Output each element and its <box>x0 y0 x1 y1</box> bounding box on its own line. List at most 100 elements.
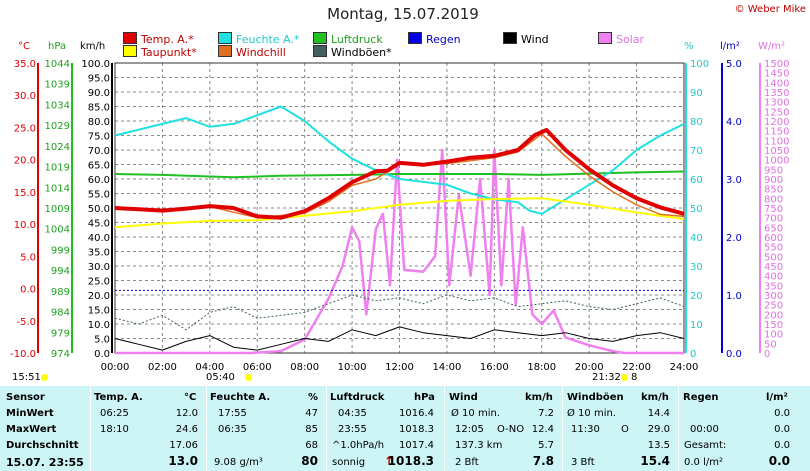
tick-label-time: 02:00 <box>148 362 177 373</box>
temp-current: 13.0 <box>168 454 198 468</box>
tick-label-hpa: 984 <box>51 308 70 319</box>
tick-label-celsius: 15.0 <box>14 188 36 199</box>
tick-label-rain: 0.0 <box>726 349 742 360</box>
rain-min: 0.0 <box>774 408 790 419</box>
summary-table: Sensor MinWert MaxWert Durchschnitt 15.0… <box>0 386 810 471</box>
tick-label-percent: 40 <box>690 233 703 244</box>
legend-item-solar: Solar <box>598 32 644 46</box>
tick-label-percent: 60 <box>690 175 703 186</box>
pressure-max-time: 23:55 <box>338 424 367 435</box>
tick-label-hpa: 989 <box>51 287 70 298</box>
tick-label-celsius: -5.0 <box>16 317 36 328</box>
humidity-avg: 68 <box>305 440 318 451</box>
tick-label-solar: 500 <box>764 252 783 263</box>
tick-label-kmh: 70.0 <box>88 146 110 157</box>
humidity-head: Feuchte A. <box>210 392 271 403</box>
tick-label-solar: 150 <box>764 320 783 331</box>
tick-label-kmh: 85.0 <box>88 103 110 114</box>
rain-unit: l/m² <box>766 392 788 403</box>
tick-label-time: 00:00 <box>101 362 130 373</box>
wind-max: 12.4 <box>531 424 554 435</box>
tick-label-time: 20:00 <box>575 362 604 373</box>
tick-label-kmh: 10.0 <box>88 320 110 331</box>
tick-label-solar: 800 <box>764 194 783 205</box>
tick-label-kmh: 15.0 <box>88 306 110 317</box>
tick-label-kmh: 20.0 <box>88 291 110 302</box>
tick-label-time: 06:00 <box>243 362 272 373</box>
tick-label-kmh: 60.0 <box>88 175 110 186</box>
tick-label-solar: 300 <box>764 291 783 302</box>
unit-hpa: hPa <box>48 41 67 52</box>
column-divider <box>444 386 445 471</box>
sun-icon <box>41 374 48 381</box>
tick-label-percent: 50 <box>690 204 703 215</box>
tick-label-hpa: 1034 <box>45 100 70 111</box>
column-divider <box>678 386 679 471</box>
humidity-max-time: 06:35 <box>218 424 247 435</box>
unit-solar: W/m² <box>758 41 786 52</box>
tick-label-solar: 1500 <box>764 59 789 70</box>
unit-percent: % <box>684 41 694 52</box>
gust-bft: 3 Bft <box>571 457 595 468</box>
column-divider <box>326 386 327 471</box>
tick-label-kmh: 50.0 <box>88 204 110 215</box>
wind-distance: 137.3 km <box>455 440 503 451</box>
weather-chart: 35.0 30.0 25.0 20.0 15.0 10.0 5.0 0.0 -5.0 -10.0 1… <box>10 59 789 373</box>
tick-label-time: 24:00 <box>670 362 699 373</box>
tick-label-solar: 1450 <box>764 69 789 80</box>
legend-swatch <box>218 32 232 44</box>
tick-label-solar: 900 <box>764 175 783 186</box>
unit-kmh: km/h <box>80 41 106 52</box>
wind-head: Wind <box>449 392 478 403</box>
temp-head: Temp. A. <box>94 392 143 403</box>
tick-label-kmh: 45.0 <box>88 219 110 230</box>
tick-label-celsius: 10.0 <box>14 220 36 231</box>
tick-label-celsius: 0.0 <box>20 285 36 296</box>
tick-label-hpa: 1024 <box>45 142 70 153</box>
gust-min-label: Ø 10 min. <box>567 408 616 419</box>
unit-celsius: °C <box>18 41 30 52</box>
legend-item-dewpoint: Taupunkt* <box>123 45 197 59</box>
tick-label-rain: 3.0 <box>726 175 742 186</box>
tick-label-solar: 1250 <box>764 107 789 118</box>
tick-label-solar: 700 <box>764 214 783 225</box>
label-max: MaxWert <box>6 424 57 435</box>
gust-head: Windböen <box>567 392 624 403</box>
rain-max: 0.0 <box>774 424 790 435</box>
rain-max-time: 00:00 <box>690 424 719 435</box>
tick-label-time: 12:00 <box>385 362 414 373</box>
rain-total: 0.0 <box>774 440 790 451</box>
tick-label-celsius: 30.0 <box>14 91 36 102</box>
pressure-current: 1018.3 <box>387 454 434 468</box>
legend-item-windchill: Windchill <box>218 45 286 59</box>
tick-label-percent: 20 <box>690 291 703 302</box>
pressure-min: 1016.4 <box>399 408 434 419</box>
tick-label-percent: 0 <box>690 349 696 360</box>
tick-label-kmh: 35.0 <box>88 248 110 259</box>
humidity-abs: 9.08 g/m³ <box>214 457 263 468</box>
temp-avg: 17.06 <box>169 440 198 451</box>
series-line-wind <box>114 326 685 351</box>
tick-label-percent: 70 <box>690 146 703 157</box>
tick-label-solar: 50 <box>764 339 777 350</box>
pressure-avg: 1017.4 <box>399 440 434 451</box>
tick-label-celsius: 35.0 <box>14 59 36 70</box>
humidity-unit: % <box>308 392 319 403</box>
tick-label-hpa: 979 <box>51 328 70 339</box>
tick-label-kmh: 40.0 <box>88 233 110 244</box>
tick-label-time: 16:00 <box>480 362 509 373</box>
legend-item-pressure: Luftdruck <box>313 32 383 46</box>
label-sensor: Sensor <box>6 392 45 403</box>
legend-item-humidity: Feuchte A.* <box>218 32 299 46</box>
tick-label-solar: 100 <box>764 330 783 341</box>
temp-min-time: 06:25 <box>100 408 129 419</box>
tick-label-percent: 10 <box>690 320 703 331</box>
tick-label-kmh: 80.0 <box>88 117 110 128</box>
wind-dir: O-NO <box>497 424 525 435</box>
gust-unit: km/h <box>641 392 669 403</box>
gust-avg: 13.5 <box>647 440 670 451</box>
legend-swatch <box>408 32 422 44</box>
label-current: 15.07. 23:55 <box>6 456 84 469</box>
pressure-trend: ^1.0hPa/h <box>332 440 385 451</box>
tick-label-celsius: 5.0 <box>20 252 36 263</box>
